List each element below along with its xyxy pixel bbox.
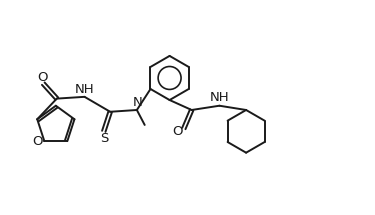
Text: S: S [100, 132, 109, 145]
Text: NH: NH [210, 91, 229, 104]
Text: N: N [133, 96, 142, 109]
Text: O: O [38, 71, 48, 84]
Text: O: O [33, 135, 43, 148]
Text: NH: NH [75, 83, 94, 96]
Text: O: O [172, 125, 183, 138]
